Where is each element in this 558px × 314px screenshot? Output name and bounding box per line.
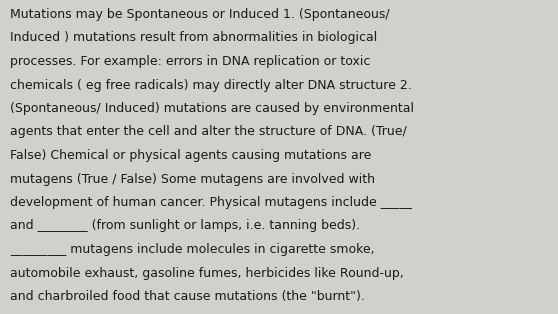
Text: processes. For example: errors in DNA replication or toxic: processes. For example: errors in DNA re… (10, 55, 371, 68)
Text: automobile exhaust, gasoline fumes, herbicides like Round-up,: automobile exhaust, gasoline fumes, herb… (10, 267, 404, 279)
Text: and charbroiled food that cause mutations (the "burnt").: and charbroiled food that cause mutation… (10, 290, 365, 303)
Text: Mutations may be Spontaneous or Induced 1. (Spontaneous/: Mutations may be Spontaneous or Induced … (10, 8, 389, 21)
Text: Induced ) mutations result from abnormalities in biological: Induced ) mutations result from abnormal… (10, 31, 377, 45)
Text: development of human cancer. Physical mutagens include _____: development of human cancer. Physical mu… (10, 196, 412, 209)
Text: mutagens (True / False) Some mutagens are involved with: mutagens (True / False) Some mutagens ar… (10, 172, 375, 186)
Text: (Spontaneous/ Induced) mutations are caused by environmental: (Spontaneous/ Induced) mutations are cau… (10, 102, 414, 115)
Text: agents that enter the cell and alter the structure of DNA. (True/: agents that enter the cell and alter the… (10, 126, 407, 138)
Text: _________ mutagens include molecules in cigarette smoke,: _________ mutagens include molecules in … (10, 243, 374, 256)
Text: False) Chemical or physical agents causing mutations are: False) Chemical or physical agents causi… (10, 149, 372, 162)
Text: chemicals ( eg free radicals) may directly alter DNA structure 2.: chemicals ( eg free radicals) may direct… (10, 78, 412, 91)
Text: and ________ (from sunlight or lamps, i.e. tanning beds).: and ________ (from sunlight or lamps, i.… (10, 219, 360, 232)
